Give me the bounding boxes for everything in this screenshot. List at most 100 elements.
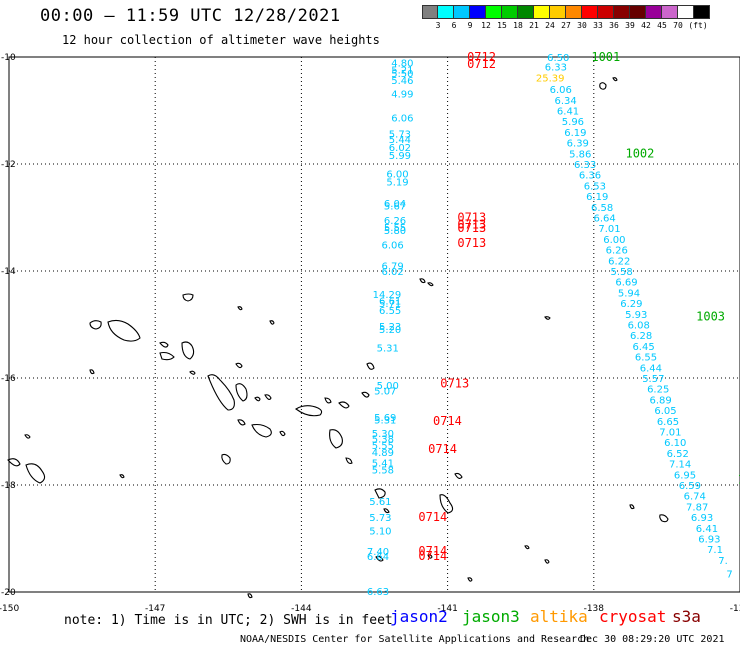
color-scale-label: 45 (657, 21, 667, 30)
swh-value-label: 5.38 (372, 434, 394, 445)
swh-value-label: 5.31 (377, 344, 399, 355)
legend-cryosat: cryosat (599, 607, 667, 626)
island (89, 369, 95, 375)
pass-time-label: 0714 (428, 442, 457, 456)
swh-value-label: 6.89 (650, 395, 672, 406)
island (338, 401, 350, 409)
swh-value-label: 5.67 (384, 202, 406, 213)
swh-value-label: 4.80 (391, 58, 413, 69)
color-swatch (646, 5, 662, 19)
island (295, 405, 323, 417)
swh-value-label: 6.02 (389, 143, 411, 154)
island (221, 453, 231, 465)
swh-value-label: 6.55 (635, 353, 657, 364)
swh-value-label: 5.69 (374, 413, 396, 424)
color-scale-label: 42 (641, 21, 651, 30)
swh-value-label: 6.39 (567, 139, 589, 150)
island (237, 419, 246, 426)
island (89, 320, 102, 330)
color-scale-label: 24 (545, 21, 555, 30)
swh-value-label: 6.64 (367, 552, 389, 563)
swh-value-label: 6.44 (640, 363, 662, 374)
color-swatch (454, 5, 470, 19)
pass-time-label: 0714 (418, 544, 447, 558)
island (189, 370, 196, 375)
swh-value-label: 6.79 (381, 262, 403, 273)
swh-value-label: 7.14 (669, 460, 691, 471)
island (251, 423, 272, 438)
swh-value-label: 6.33 (574, 160, 596, 171)
swh-value-label: 5.55 (372, 441, 394, 452)
swh-value-label: 7 (726, 569, 732, 580)
island (207, 374, 235, 411)
pass-time-label: 0714 (418, 549, 447, 563)
island (345, 457, 353, 464)
color-swatch (662, 5, 678, 19)
swh-value-label: 7. (718, 556, 728, 567)
island (264, 394, 272, 400)
island (544, 559, 550, 564)
island-outlines (7, 77, 669, 599)
swh-value-label: 6.52 (667, 449, 689, 460)
swh-value-label: 6.58 (591, 203, 613, 214)
footnote: note: 1) Time is in UTC; 2) SWH is in fe… (64, 613, 393, 628)
swh-value-label: 6.65 (657, 417, 679, 428)
longitude-tick-label: -138 (584, 604, 605, 614)
swh-value-label: 5.61 (369, 497, 391, 508)
island (427, 554, 433, 559)
pass-time-label: 1003 (696, 309, 725, 323)
island (544, 316, 551, 320)
swh-value-label: 6.41 (696, 524, 718, 535)
island (247, 593, 253, 599)
swh-value-label: 6.63 (367, 587, 389, 598)
swh-value-label: 6.22 (608, 256, 630, 267)
legend-jason3: jason3 (462, 607, 520, 626)
swh-color-scale-labels: 3 6 9 12 15 18 21 24 27 30 33 36 39 42 45 70 (ft) (422, 21, 740, 35)
swh-value-label: 5.58 (611, 267, 633, 278)
swh-value-label: 6.28 (630, 331, 652, 342)
color-scale-label: 6 (451, 21, 457, 30)
color-scale-label: 33 (593, 21, 603, 30)
swh-value-label: 7.40 (367, 547, 389, 558)
swh-value-label: 5.50 (391, 69, 413, 80)
swh-value-label: 5.93 (625, 310, 647, 321)
pass-time-label: 0712 (467, 57, 496, 71)
swh-value-label: 6.06 (381, 240, 403, 251)
legend-s3a: s3a (672, 607, 701, 626)
swh-value-label: 6.06 (391, 113, 413, 124)
color-swatch (566, 5, 582, 19)
pass-time-label: 0714 (433, 414, 462, 428)
generated-timestamp: Dec 30 08:29:20 UTC 2021 (580, 634, 725, 645)
color-swatch (598, 5, 614, 19)
color-scale-label: 27 (561, 21, 571, 30)
pass-time-label: 0713 (457, 211, 486, 225)
pass-time-label: 1002 (625, 146, 654, 160)
island (279, 430, 286, 437)
color-swatch (678, 5, 694, 19)
color-swatch (550, 5, 566, 19)
longitude-tick-label: -141 (437, 604, 457, 614)
island (439, 494, 454, 514)
swh-value-label: 6.00 (603, 235, 625, 246)
swh-value-label: 6.19 (564, 128, 586, 139)
swh-value-label: 6.10 (664, 438, 686, 449)
color-scale-label: 30 (577, 21, 587, 30)
color-swatch (582, 5, 598, 19)
swh-value-label: 6.02 (381, 267, 403, 278)
swh-value-label: 6.59 (679, 481, 701, 492)
island (159, 341, 169, 348)
longitude-tick-label: -135 (730, 604, 740, 614)
legend-altika: altika (530, 607, 588, 626)
color-swatch (614, 5, 630, 19)
pass-time-label: 0713 (440, 376, 469, 390)
color-scale-label: 18 (513, 21, 523, 30)
swh-value-label: 5.99 (389, 151, 411, 162)
swh-value-label: 6.45 (632, 342, 654, 353)
swh-value-label: 6.29 (620, 299, 642, 310)
color-scale-label: 3 (435, 21, 441, 30)
island (7, 458, 21, 467)
island (419, 278, 426, 284)
island (235, 383, 248, 402)
swh-value-label: 5.21 (391, 65, 413, 76)
swh-value-label: 6.61 (379, 296, 401, 307)
